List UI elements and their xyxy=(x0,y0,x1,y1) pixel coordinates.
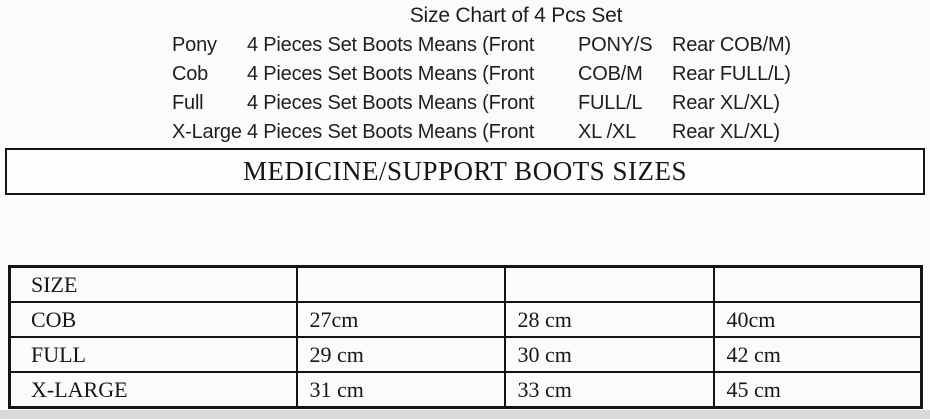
cell-measure: 31 cm xyxy=(295,371,506,409)
set-line-cob: Cob 4 Pieces Set Boots Means (Front COB/… xyxy=(172,60,930,89)
header-cell-empty xyxy=(503,265,715,303)
size-table-row-x-large: X-LARGE 31 cm 33 cm 45 cm xyxy=(8,371,923,409)
cell-measure: 28 cm xyxy=(503,301,715,338)
cell-measure: 45 cm xyxy=(712,371,923,409)
set-size-label: Full xyxy=(172,92,204,114)
set-rear-size: Rear COB/M) xyxy=(672,34,791,56)
set-front-size: COB/M xyxy=(578,63,643,85)
set-means-text: 4 Pieces Set Boots Means (Front xyxy=(247,92,535,114)
size-table-header-row: SIZE xyxy=(8,265,923,303)
set-size-label: X-Large xyxy=(172,121,242,143)
set-front-size: FULL/L xyxy=(578,92,643,114)
set-line-pony: Pony 4 Pieces Set Boots Means (Front PON… xyxy=(172,31,930,60)
header-cell-empty xyxy=(712,265,923,303)
set-rear-size: Rear XL/XL) xyxy=(672,121,780,143)
set-means-text: 4 Pieces Set Boots Means (Front xyxy=(247,121,535,143)
set-means-text: 4 Pieces Set Boots Means (Front xyxy=(247,34,535,56)
cell-measure: 30 cm xyxy=(503,336,715,373)
size-table: SIZE COB 27cm 28 cm 40cm FULL 29 cm 30 c… xyxy=(8,265,923,409)
set-line-x-large: X-Large 4 Pieces Set Boots Means (Front … xyxy=(172,118,930,147)
set-size-label: Pony xyxy=(172,34,217,56)
cell-measure: 33 cm xyxy=(503,371,715,409)
banner-heading: MEDICINE/SUPPORT BOOTS SIZES xyxy=(243,156,687,186)
header-cell-empty xyxy=(295,265,506,303)
cell-size-name: X-LARGE xyxy=(8,371,298,409)
set-means-text: 4 Pieces Set Boots Means (Front xyxy=(247,63,535,85)
cell-measure: 40cm xyxy=(712,301,923,338)
set-rear-size: Rear FULL/L) xyxy=(672,63,791,85)
cell-size-name: COB xyxy=(8,301,298,338)
cell-size-name: FULL xyxy=(8,336,298,373)
bottom-edge-shade xyxy=(0,410,930,419)
size-table-row-cob: COB 27cm 28 cm 40cm xyxy=(8,301,923,338)
cell-measure: 42 cm xyxy=(712,336,923,373)
cell-measure: 29 cm xyxy=(295,336,506,373)
medicine-boots-banner: MEDICINE/SUPPORT BOOTS SIZES xyxy=(5,148,925,195)
size-table-row-full: FULL 29 cm 30 cm 42 cm xyxy=(8,336,923,373)
set-size-label: Cob xyxy=(172,63,209,85)
set-front-size: PONY/S xyxy=(578,34,653,56)
set-rear-size: Rear XL/XL) xyxy=(672,92,780,114)
cell-measure: 27cm xyxy=(295,301,506,338)
set-front-size: XL /XL xyxy=(578,121,637,143)
page-title: Size Chart of 4 Pcs Set xyxy=(409,4,623,27)
header-cell-size: SIZE xyxy=(8,265,298,303)
set-description-list: Pony 4 Pieces Set Boots Means (Front PON… xyxy=(172,31,930,147)
set-line-full: Full 4 Pieces Set Boots Means (Front FUL… xyxy=(172,89,930,118)
